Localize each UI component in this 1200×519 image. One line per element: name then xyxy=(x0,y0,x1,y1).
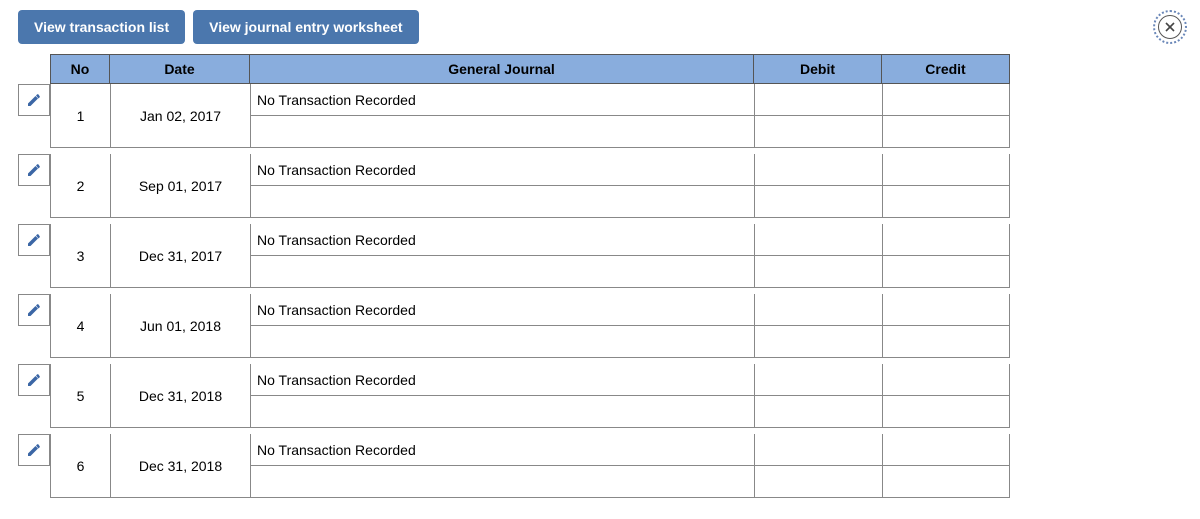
cell-general-journal-sub[interactable] xyxy=(250,256,754,288)
cell-no: 6 xyxy=(50,434,110,498)
table-row: 6 Dec 31, 2018 No Transaction Recorded xyxy=(18,434,1010,498)
table-row: 1 Jan 02, 2017 No Transaction Recorded xyxy=(18,84,1010,148)
cell-credit-sub[interactable] xyxy=(882,466,1010,498)
cell-debit[interactable] xyxy=(754,84,882,116)
cell-no: 4 xyxy=(50,294,110,358)
pencil-icon xyxy=(26,372,42,388)
cell-no: 2 xyxy=(50,154,110,218)
pencil-icon xyxy=(26,442,42,458)
row-gap xyxy=(18,466,50,498)
edit-row-button[interactable] xyxy=(18,434,50,466)
pencil-icon xyxy=(26,232,42,248)
cell-general-journal-sub[interactable] xyxy=(250,396,754,428)
cell-general-journal[interactable]: No Transaction Recorded xyxy=(250,364,754,396)
row-gap xyxy=(18,116,50,148)
cell-credit-sub[interactable] xyxy=(882,326,1010,358)
header-general-journal: General Journal xyxy=(250,54,754,84)
table-header-row: No Date General Journal Debit Credit xyxy=(18,54,1010,84)
cell-general-journal-sub[interactable] xyxy=(250,466,754,498)
header-debit: Debit xyxy=(754,54,882,84)
cell-debit-sub[interactable] xyxy=(754,326,882,358)
edit-row-button[interactable] xyxy=(18,224,50,256)
cell-credit[interactable] xyxy=(882,154,1010,186)
cell-general-journal-sub[interactable] xyxy=(250,186,754,218)
cell-general-journal-sub[interactable] xyxy=(250,116,754,148)
row-gap xyxy=(18,256,50,288)
table-row: 2 Sep 01, 2017 No Transaction Recorded xyxy=(18,154,1010,218)
cell-general-journal[interactable]: No Transaction Recorded xyxy=(250,294,754,326)
toolbar: View transaction list View journal entry… xyxy=(18,10,1182,44)
row-gap xyxy=(18,186,50,218)
edit-row-button[interactable] xyxy=(18,84,50,116)
cell-debit-sub[interactable] xyxy=(754,396,882,428)
pencil-icon xyxy=(26,162,42,178)
cell-debit[interactable] xyxy=(754,294,882,326)
cell-credit[interactable] xyxy=(882,294,1010,326)
row-gap xyxy=(18,326,50,358)
cell-credit[interactable] xyxy=(882,84,1010,116)
cell-credit-sub[interactable] xyxy=(882,396,1010,428)
cell-credit[interactable] xyxy=(882,364,1010,396)
edit-row-button[interactable] xyxy=(18,364,50,396)
pencil-icon xyxy=(26,92,42,108)
cell-credit[interactable] xyxy=(882,434,1010,466)
cell-general-journal[interactable]: No Transaction Recorded xyxy=(250,224,754,256)
cell-debit[interactable] xyxy=(754,154,882,186)
table-row: 5 Dec 31, 2018 No Transaction Recorded xyxy=(18,364,1010,428)
table-row: 4 Jun 01, 2018 No Transaction Recorded xyxy=(18,294,1010,358)
cell-date: Jun 01, 2018 xyxy=(110,294,250,358)
cell-credit[interactable] xyxy=(882,224,1010,256)
cell-date: Jan 02, 2017 xyxy=(110,84,250,148)
header-no: No xyxy=(50,54,110,84)
cell-no: 5 xyxy=(50,364,110,428)
cell-debit-sub[interactable] xyxy=(754,186,882,218)
header-credit: Credit xyxy=(882,54,1010,84)
cell-credit-sub[interactable] xyxy=(882,116,1010,148)
view-transaction-list-button[interactable]: View transaction list xyxy=(18,10,185,44)
cell-debit[interactable] xyxy=(754,224,882,256)
journal-table: No Date General Journal Debit Credit 1 J… xyxy=(18,54,1010,498)
header-spacer xyxy=(18,54,50,84)
close-button[interactable] xyxy=(1158,15,1182,39)
pencil-icon xyxy=(26,302,42,318)
cell-date: Dec 31, 2017 xyxy=(110,224,250,288)
header-date: Date xyxy=(110,54,250,84)
cell-debit-sub[interactable] xyxy=(754,466,882,498)
view-journal-worksheet-button[interactable]: View journal entry worksheet xyxy=(193,10,418,44)
cell-date: Dec 31, 2018 xyxy=(110,434,250,498)
cell-date: Dec 31, 2018 xyxy=(110,364,250,428)
cell-general-journal[interactable]: No Transaction Recorded xyxy=(250,434,754,466)
close-icon xyxy=(1164,21,1176,33)
cell-debit-sub[interactable] xyxy=(754,116,882,148)
cell-debit-sub[interactable] xyxy=(754,256,882,288)
cell-no: 3 xyxy=(50,224,110,288)
cell-general-journal-sub[interactable] xyxy=(250,326,754,358)
cell-no: 1 xyxy=(50,84,110,148)
cell-debit[interactable] xyxy=(754,434,882,466)
row-gap xyxy=(18,396,50,428)
cell-credit-sub[interactable] xyxy=(882,256,1010,288)
edit-row-button[interactable] xyxy=(18,294,50,326)
table-row: 3 Dec 31, 2017 No Transaction Recorded xyxy=(18,224,1010,288)
cell-general-journal[interactable]: No Transaction Recorded xyxy=(250,84,754,116)
edit-row-button[interactable] xyxy=(18,154,50,186)
cell-debit[interactable] xyxy=(754,364,882,396)
cell-general-journal[interactable]: No Transaction Recorded xyxy=(250,154,754,186)
cell-credit-sub[interactable] xyxy=(882,186,1010,218)
cell-date: Sep 01, 2017 xyxy=(110,154,250,218)
